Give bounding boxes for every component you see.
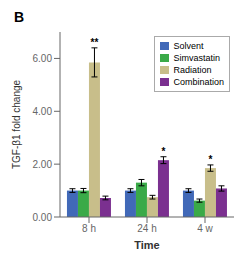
svg-text:*: * <box>209 154 213 165</box>
svg-text:*: * <box>162 146 166 157</box>
svg-text:8 h: 8 h <box>82 223 96 234</box>
html-text:Solvent: Solvent <box>173 41 204 51</box>
svg-text:0.00: 0.00 <box>33 212 53 223</box>
html-text:Simvastatin: Simvastatin <box>173 53 220 63</box>
svg-text:4 w: 4 w <box>197 223 213 234</box>
svg-text:Time: Time <box>134 239 159 251</box>
svg-text:**: ** <box>91 37 99 48</box>
svg-text:TGF-β1 fold change: TGF-β1 fold change <box>11 80 22 170</box>
svg-text:4.00: 4.00 <box>33 106 53 117</box>
html-text:Combination: Combination <box>173 77 224 87</box>
svg-text:2.00: 2.00 <box>33 159 53 170</box>
html-text:B: B <box>14 9 25 25</box>
html-text:Radiation: Radiation <box>173 65 212 75</box>
svg-text:24 h: 24 h <box>137 223 156 234</box>
svg-text:6.00: 6.00 <box>33 53 53 64</box>
